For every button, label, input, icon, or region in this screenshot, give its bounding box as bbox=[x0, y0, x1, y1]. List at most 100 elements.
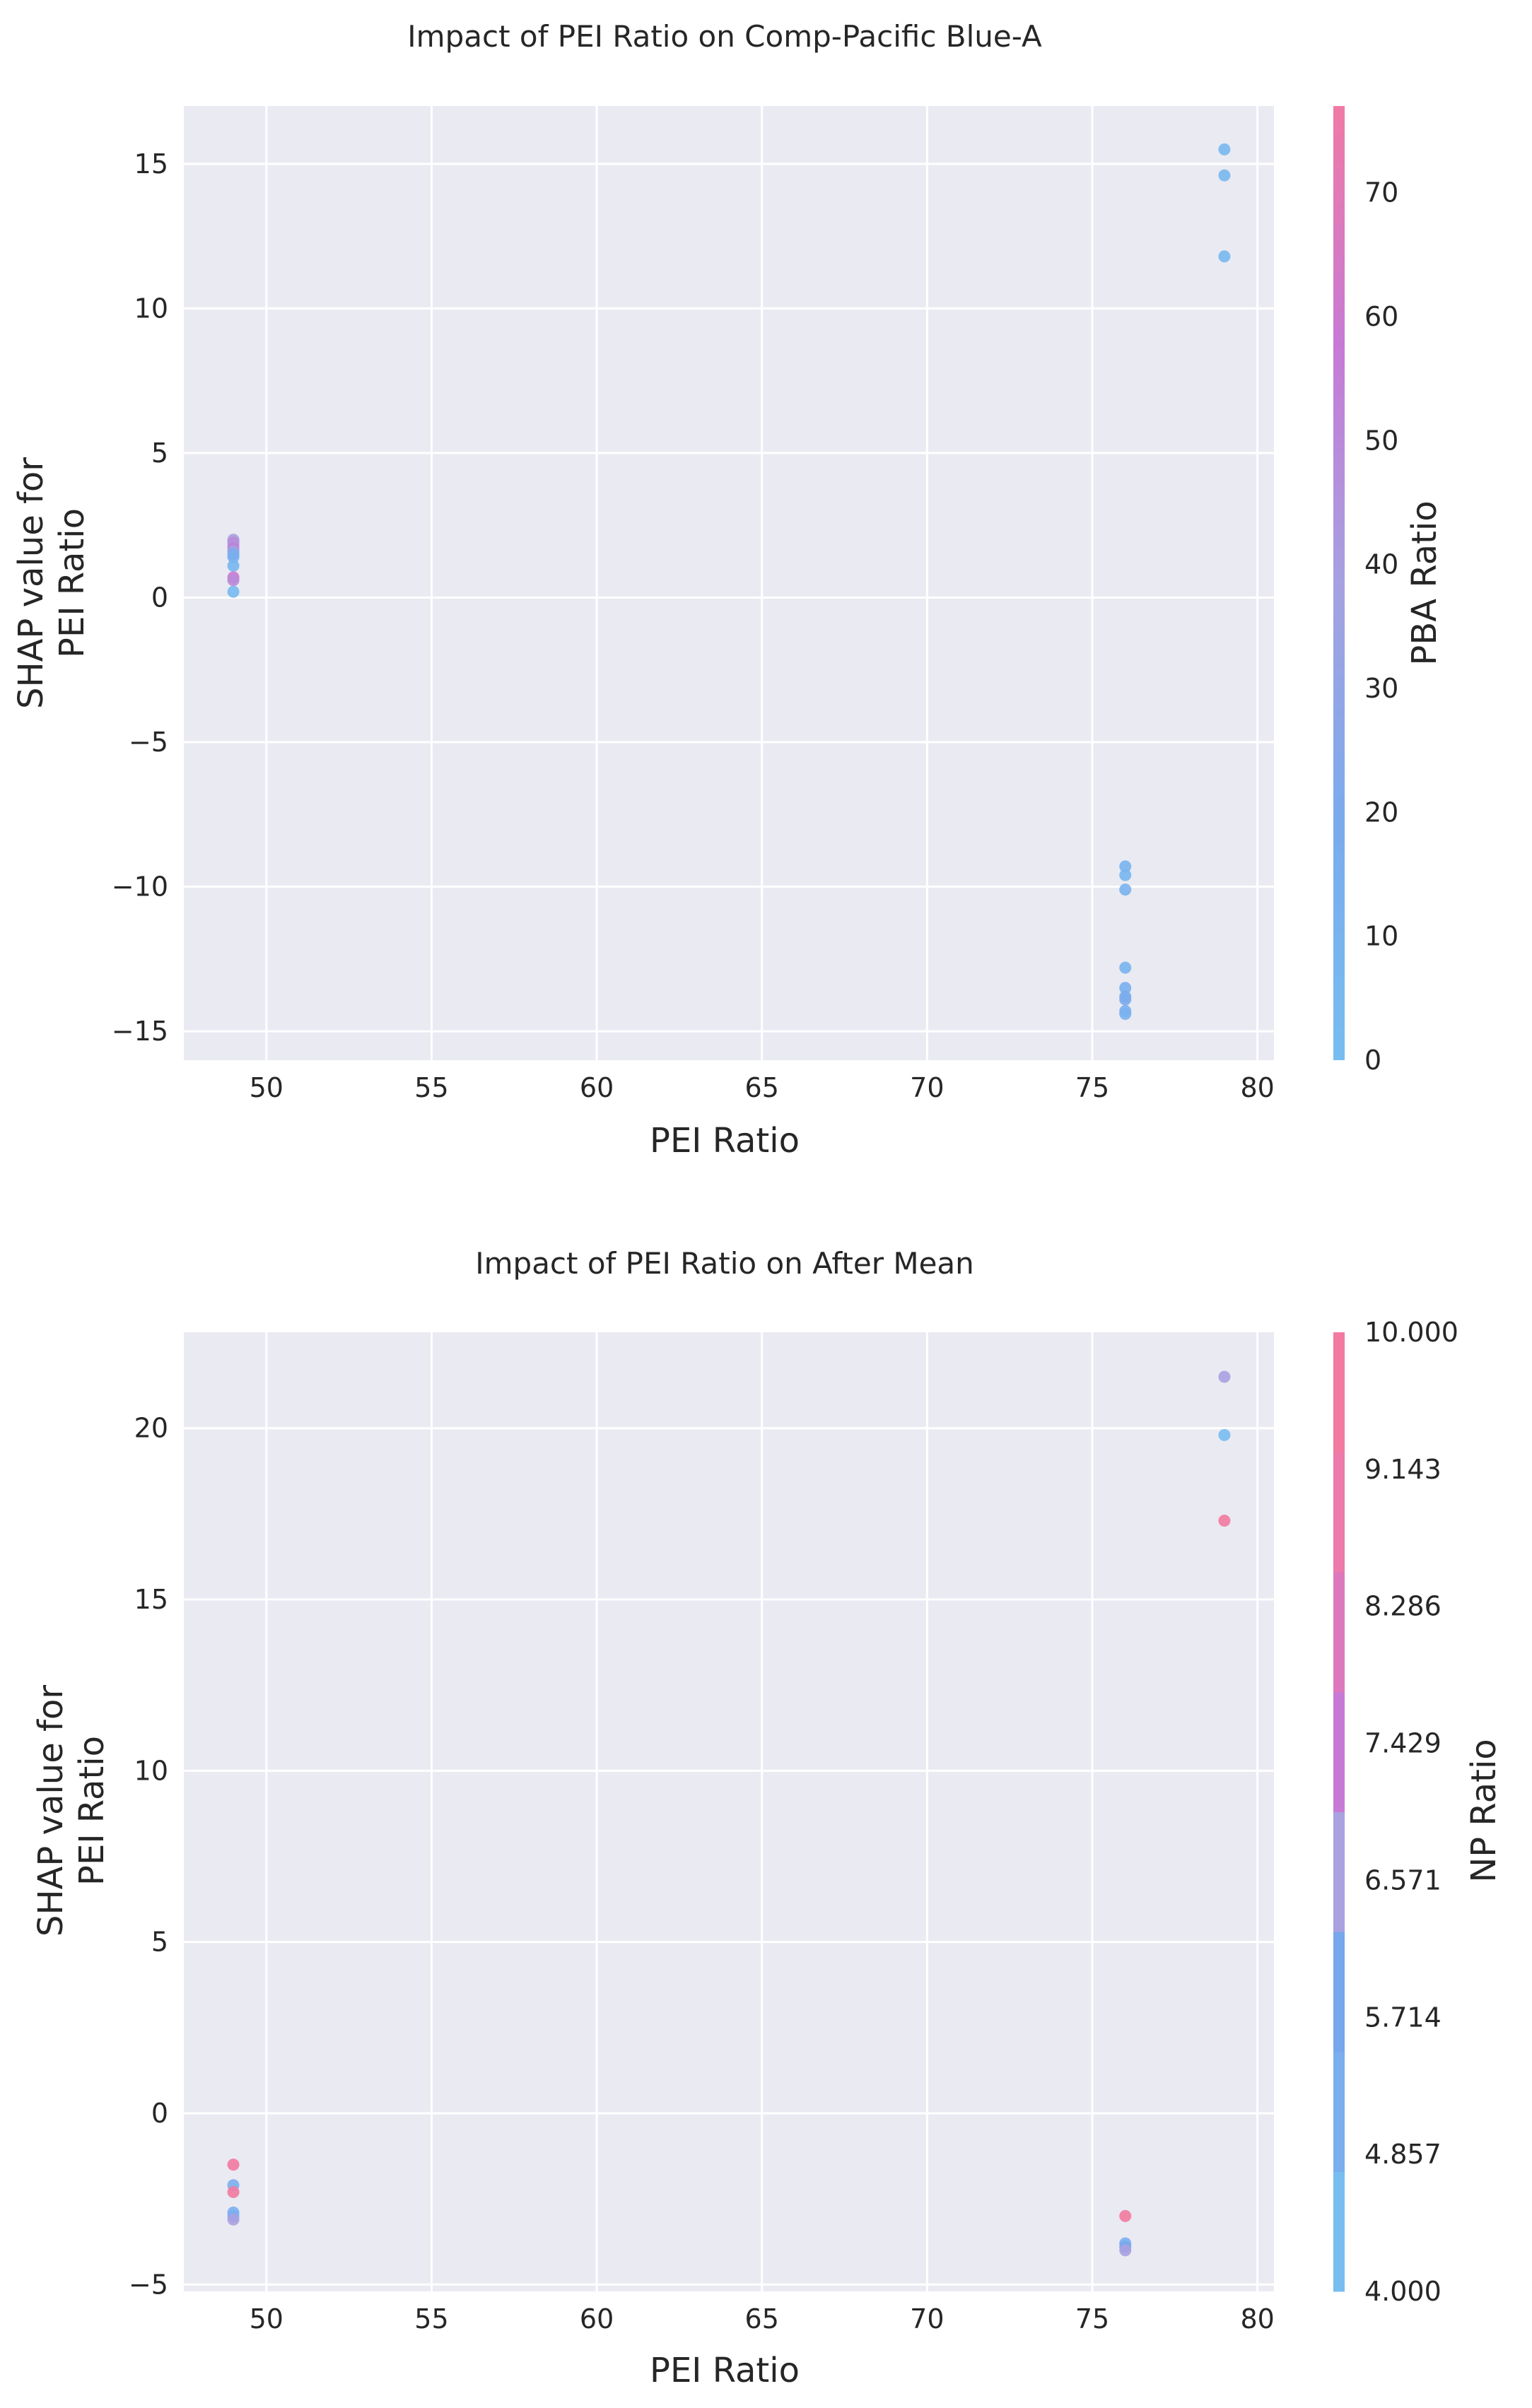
x-tick-label: 75 bbox=[1075, 1072, 1109, 1103]
data-point bbox=[1218, 250, 1231, 263]
chart-2-plot-area bbox=[184, 1332, 1274, 2291]
y-tick-label: −5 bbox=[129, 727, 168, 758]
chart-2-colorbar-label: NP Ratio bbox=[1464, 1739, 1504, 1882]
chart-1-colorbar-ticks: 0 10 20 30 40 50 60 70 bbox=[1364, 177, 1398, 1076]
data-point bbox=[1119, 1008, 1132, 1021]
y-tick-label: −10 bbox=[112, 871, 168, 903]
y-tick-label: 20 bbox=[134, 1413, 168, 1444]
colorbar-band bbox=[1333, 2171, 1345, 2292]
data-point bbox=[1218, 143, 1231, 155]
data-point bbox=[1119, 2209, 1132, 2222]
x-tick-label: 65 bbox=[745, 1072, 779, 1103]
colorbar-tick-label: 10 bbox=[1364, 921, 1398, 952]
colorbar-band bbox=[1333, 1932, 1345, 2052]
colorbar-band bbox=[1333, 1452, 1345, 1573]
x-tick-label: 75 bbox=[1075, 2303, 1109, 2334]
colorbar-band bbox=[1333, 1691, 1345, 1812]
chart-2-title: Impact of PEI Ratio on After Mean bbox=[475, 1246, 974, 1281]
colorbar-tick-label: 5.714 bbox=[1364, 2002, 1442, 2033]
data-point bbox=[227, 2213, 240, 2226]
colorbar-tick-label: 0 bbox=[1364, 1045, 1381, 1076]
data-point bbox=[1218, 1370, 1231, 1383]
x-tick-label: 50 bbox=[250, 2303, 283, 2334]
y-tick-label: 15 bbox=[134, 148, 168, 180]
colorbar-tick-label: 7.429 bbox=[1364, 1727, 1442, 1758]
data-point bbox=[227, 574, 240, 587]
colorbar-tick-label: 10.000 bbox=[1364, 1317, 1458, 1348]
y-tick-label: 0 bbox=[151, 2098, 168, 2129]
data-point bbox=[1119, 860, 1132, 873]
y-tick-label: 15 bbox=[134, 1584, 168, 1615]
chart-2-y-axis-label-line2: PEI Ratio bbox=[72, 1736, 112, 1886]
y-tick-label: −15 bbox=[112, 1016, 168, 1047]
chart-2-colorbar bbox=[1333, 1332, 1345, 2292]
data-point bbox=[227, 585, 240, 598]
colorbar-band bbox=[1333, 1332, 1345, 1453]
chart-2-y-ticks: −5 0 5 10 15 20 bbox=[129, 1413, 168, 2301]
chart-1-y-axis-label-line1: SHAP value for bbox=[11, 457, 51, 709]
chart-panel-2: Impact of PEI Ratio on After Mean 50 55 60… bbox=[31, 1246, 1504, 2390]
colorbar-tick-label: 50 bbox=[1364, 425, 1398, 456]
chart-2-grid bbox=[184, 1332, 1274, 2291]
chart-1-colorbar-label: PBA Ratio bbox=[1405, 500, 1444, 665]
data-point bbox=[1119, 2244, 1132, 2257]
colorbar-tick-label: 4.000 bbox=[1364, 2276, 1442, 2307]
chart-1-x-axis-label: PEI Ratio bbox=[650, 1121, 800, 1161]
chart-1-grid bbox=[184, 106, 1274, 1060]
x-tick-label: 60 bbox=[580, 2303, 614, 2334]
y-tick-label: 0 bbox=[151, 582, 168, 613]
data-point bbox=[1119, 869, 1132, 881]
colorbar-tick-label: 8.286 bbox=[1364, 1591, 1442, 1622]
x-tick-label: 50 bbox=[250, 1072, 283, 1103]
colorbar-tick-label: 20 bbox=[1364, 797, 1398, 828]
y-tick-label: 5 bbox=[151, 1927, 168, 1958]
data-point bbox=[1218, 169, 1231, 182]
data-point bbox=[1119, 982, 1132, 994]
chart-2-points bbox=[227, 1370, 1231, 2257]
x-tick-label: 60 bbox=[580, 1072, 614, 1103]
colorbar-band bbox=[1333, 1811, 1345, 1932]
colorbar-tick-label: 70 bbox=[1364, 177, 1398, 209]
data-point bbox=[227, 2185, 240, 2198]
chart-2-colorbar-ticks: 4.000 4.857 5.714 6.571 7.429 8.286 9.143 10.00… bbox=[1364, 1317, 1458, 2307]
data-point bbox=[1119, 883, 1132, 896]
chart-2-x-axis-label: PEI Ratio bbox=[650, 2351, 800, 2390]
chart-1-colorbar bbox=[1333, 106, 1345, 1060]
colorbar-tick-label: 40 bbox=[1364, 549, 1398, 580]
y-tick-label: 5 bbox=[151, 437, 168, 469]
chart-1-y-axis-label: SHAP value for PEI Ratio bbox=[11, 457, 92, 709]
chart-panel-1: Impact of PEI Ratio on Comp-Pacific Blue… bbox=[11, 19, 1444, 1161]
chart-2-x-ticks: 50 55 60 65 70 75 80 bbox=[250, 2303, 1275, 2334]
data-point bbox=[1119, 993, 1132, 1006]
x-tick-label: 80 bbox=[1240, 1072, 1274, 1103]
chart-1-points bbox=[227, 143, 1231, 1021]
chart-1-x-ticks: 50 55 60 65 70 75 80 bbox=[250, 1072, 1275, 1103]
chart-1-y-axis-label-line2: PEI Ratio bbox=[52, 508, 92, 658]
colorbar-band bbox=[1333, 1572, 1345, 1693]
colorbar-tick-label: 4.857 bbox=[1364, 2139, 1442, 2170]
colorbar-tick-label: 9.143 bbox=[1364, 1454, 1442, 1485]
colorbar-band bbox=[1333, 2051, 1345, 2172]
data-point bbox=[227, 559, 240, 572]
y-tick-label: 10 bbox=[134, 293, 168, 324]
data-point bbox=[1218, 1515, 1231, 1527]
data-point bbox=[227, 2159, 240, 2171]
x-tick-label: 55 bbox=[414, 1072, 448, 1103]
x-tick-label: 70 bbox=[910, 2303, 944, 2334]
x-tick-label: 70 bbox=[910, 1072, 944, 1103]
chart-1-plot-area bbox=[184, 106, 1274, 1060]
x-tick-label: 55 bbox=[414, 2303, 448, 2334]
y-tick-label: −5 bbox=[129, 2269, 168, 2300]
colorbar-tick-label: 30 bbox=[1364, 673, 1398, 704]
x-tick-label: 65 bbox=[745, 2303, 779, 2334]
chart-2-y-axis-label-line1: SHAP value for bbox=[31, 1685, 71, 1937]
colorbar-tick-label: 6.571 bbox=[1364, 1865, 1442, 1896]
data-point bbox=[1218, 1428, 1231, 1441]
data-point bbox=[1119, 961, 1132, 974]
chart-1-title: Impact of PEI Ratio on Comp-Pacific Blue… bbox=[407, 19, 1042, 54]
y-tick-label: 10 bbox=[134, 1755, 168, 1786]
chart-2-y-axis-label: SHAP value for PEI Ratio bbox=[31, 1685, 112, 1937]
colorbar-tick-label: 60 bbox=[1364, 301, 1398, 332]
data-point bbox=[227, 551, 240, 563]
